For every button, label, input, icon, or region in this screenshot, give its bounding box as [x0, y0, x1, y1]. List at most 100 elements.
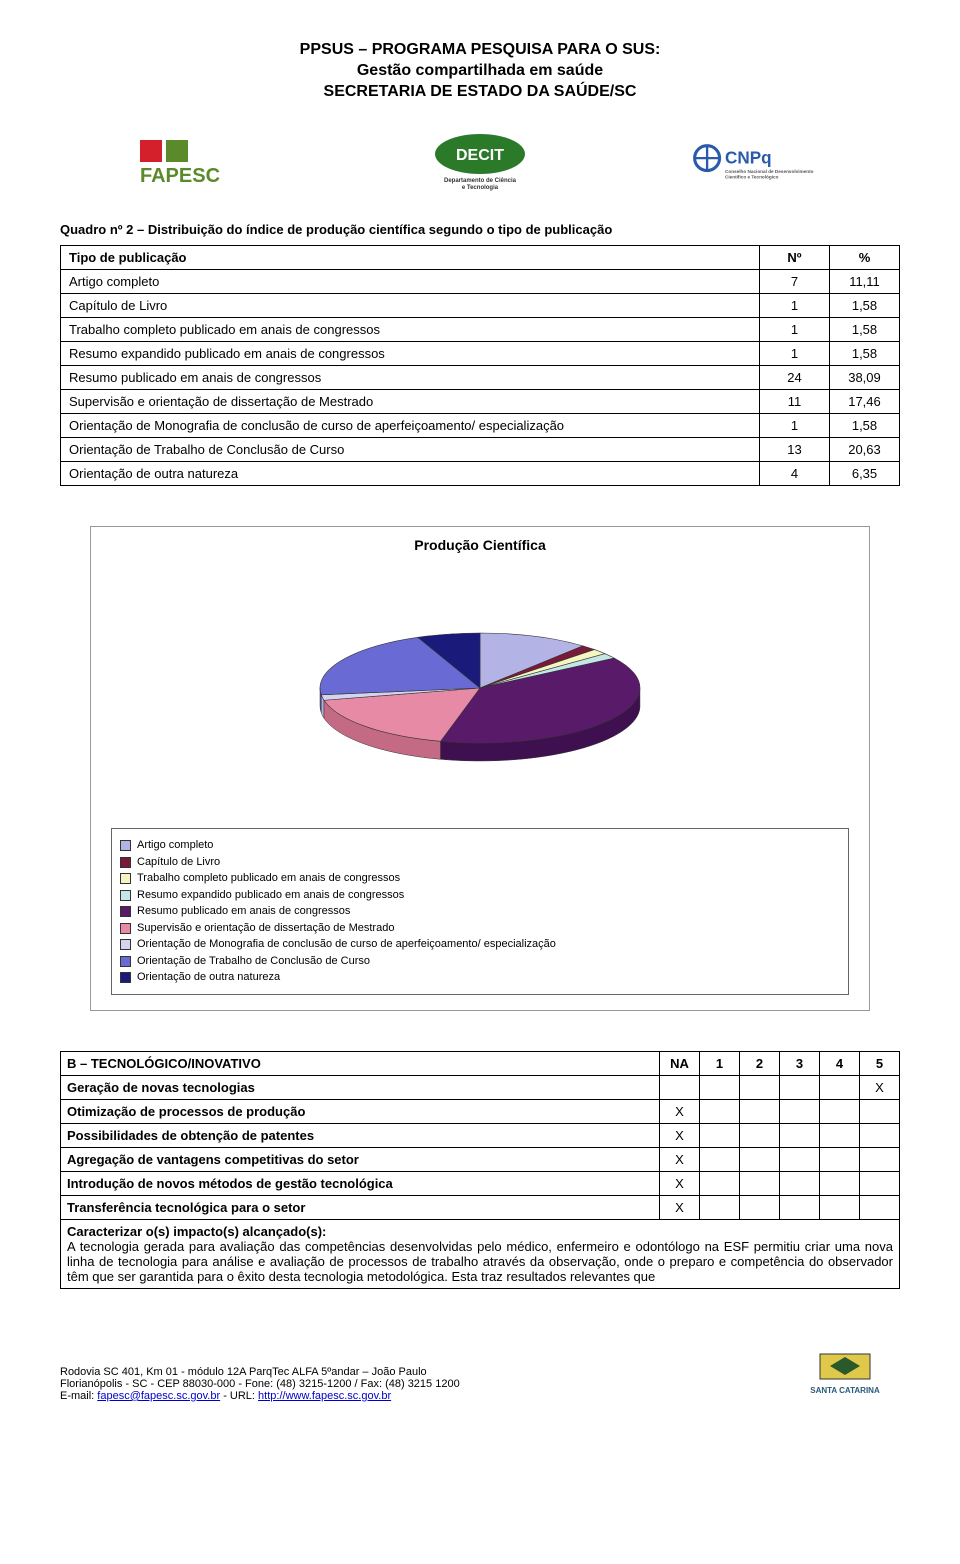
- impact-col-2: 2: [740, 1051, 780, 1075]
- footer-email-link[interactable]: fapesc@fapesc.sc.gov.br: [97, 1390, 220, 1402]
- header-line1: PPSUS – PROGRAMA PESQUISA PARA O SUS:: [60, 40, 900, 61]
- row-n: 7: [760, 270, 830, 294]
- impact-row-label: Geração de novas tecnologias: [61, 1075, 660, 1099]
- legend-item: Supervisão e orientação de dissertação d…: [120, 920, 840, 937]
- logo-cnpq: CNPq Conselho Nacional de Desenvolviment…: [690, 132, 830, 192]
- impact-row-label: Agregação de vantagens competitivas do s…: [61, 1147, 660, 1171]
- row-label: Resumo publicado em anais de congressos: [61, 366, 760, 390]
- impact-cell: [820, 1123, 860, 1147]
- legend-swatch: [120, 873, 131, 884]
- impact-col-3: 3: [780, 1051, 820, 1075]
- chart-legend: Artigo completoCapítulo de LivroTrabalho…: [111, 828, 849, 995]
- row-label: Supervisão e orientação de dissertação d…: [61, 390, 760, 414]
- impact-cell: [740, 1075, 780, 1099]
- footer-url-prefix: - URL:: [220, 1390, 258, 1402]
- impact-cell: [780, 1123, 820, 1147]
- impact-row-label: Possibilidades de obtenção de patentes: [61, 1123, 660, 1147]
- row-n: 13: [760, 438, 830, 462]
- row-pct: 20,63: [830, 438, 900, 462]
- impact-row-label: Transferência tecnológica para o setor: [61, 1195, 660, 1219]
- impact-cell: X: [660, 1147, 700, 1171]
- legend-swatch: [120, 956, 131, 967]
- row-n: 1: [760, 318, 830, 342]
- impact-characterize-label: Caracterizar o(s) impacto(s) alcançado(s…: [67, 1224, 326, 1239]
- table-row: Capítulo de Livro 1 1,58: [61, 294, 900, 318]
- svg-text:DECIT: DECIT: [456, 147, 504, 164]
- impact-col-1: 1: [700, 1051, 740, 1075]
- footer-email-prefix: E-mail:: [60, 1390, 97, 1402]
- impact-row: Transferência tecnológica para o setorX: [61, 1195, 900, 1219]
- impact-cell: X: [660, 1123, 700, 1147]
- impact-cell: [700, 1195, 740, 1219]
- header-line2: Gestão compartilhada em saúde: [60, 61, 900, 82]
- impact-cell: X: [660, 1099, 700, 1123]
- legend-swatch: [120, 840, 131, 851]
- quadro-title: Quadro nº 2 – Distribuição do índice de …: [60, 222, 900, 237]
- impact-row: Geração de novas tecnologias X: [61, 1075, 900, 1099]
- logos-row: FAPESC DECIT Departamento de Ciência e T…: [60, 132, 900, 192]
- legend-label: Resumo expandido publicado em anais de c…: [137, 887, 404, 904]
- th-tipo: Tipo de publicação: [61, 246, 760, 270]
- impact-cell: X: [860, 1075, 900, 1099]
- row-pct: 6,35: [830, 462, 900, 486]
- legend-label: Trabalho completo publicado em anais de …: [137, 870, 400, 887]
- impact-cell: [740, 1171, 780, 1195]
- svg-text:SANTA CATARINA: SANTA CATARINA: [810, 1386, 880, 1395]
- footer-url-link[interactable]: http://www.fapesc.sc.gov.br: [258, 1390, 391, 1402]
- legend-swatch: [120, 890, 131, 901]
- row-pct: 17,46: [830, 390, 900, 414]
- legend-swatch: [120, 857, 131, 868]
- header-title: PPSUS – PROGRAMA PESQUISA PARA O SUS: Ge…: [60, 40, 900, 102]
- impact-header: B – TECNOLÓGICO/INOVATIVO: [61, 1051, 660, 1075]
- table-row: Trabalho completo publicado em anais de …: [61, 318, 900, 342]
- table-row: Resumo expandido publicado em anais de c…: [61, 342, 900, 366]
- impact-cell: [780, 1075, 820, 1099]
- legend-item: Orientação de outra natureza: [120, 969, 840, 986]
- impact-cell: [740, 1147, 780, 1171]
- impact-cell: [820, 1075, 860, 1099]
- impact-cell: [780, 1147, 820, 1171]
- impact-cell: [700, 1147, 740, 1171]
- row-label: Orientação de outra natureza: [61, 462, 760, 486]
- footer-line1: Rodovia SC 401, Km 01 - módulo 12A ParqT…: [60, 1366, 460, 1378]
- row-label: Orientação de Trabalho de Conclusão de C…: [61, 438, 760, 462]
- footer-line2: Florianópolis - SC - CEP 88030-000 - Fon…: [60, 1378, 460, 1390]
- row-label: Capítulo de Livro: [61, 294, 760, 318]
- impact-cell: [780, 1195, 820, 1219]
- legend-label: Orientação de outra natureza: [137, 969, 280, 986]
- impact-cell: [820, 1171, 860, 1195]
- impact-cell: [660, 1075, 700, 1099]
- table-row: Orientação de Trabalho de Conclusão de C…: [61, 438, 900, 462]
- impact-cell: [780, 1099, 820, 1123]
- th-n: Nº: [760, 246, 830, 270]
- impact-cell: [700, 1123, 740, 1147]
- impact-cell: [740, 1123, 780, 1147]
- svg-text:Conselho Nacional de Desenvolv: Conselho Nacional de Desenvolvimento: [725, 169, 814, 174]
- legend-item: Resumo publicado em anais de congressos: [120, 903, 840, 920]
- footer-right-logo: SANTA CATARINA: [790, 1349, 900, 1402]
- impact-row: Otimização de processos de produçãoX: [61, 1099, 900, 1123]
- impact-row: Possibilidades de obtenção de patentesX: [61, 1123, 900, 1147]
- legend-swatch: [120, 923, 131, 934]
- table-row: Supervisão e orientação de dissertação d…: [61, 390, 900, 414]
- row-n: 11: [760, 390, 830, 414]
- svg-text:CNPq: CNPq: [725, 149, 772, 168]
- impact-cell: [860, 1123, 900, 1147]
- impact-cell: X: [660, 1195, 700, 1219]
- impact-row: Agregação de vantagens competitivas do s…: [61, 1147, 900, 1171]
- legend-item: Artigo completo: [120, 837, 840, 854]
- footer-line3: E-mail: fapesc@fapesc.sc.gov.br - URL: h…: [60, 1390, 460, 1402]
- impact-cell: [700, 1171, 740, 1195]
- legend-swatch: [120, 939, 131, 950]
- row-pct: 1,58: [830, 294, 900, 318]
- row-label: Trabalho completo publicado em anais de …: [61, 318, 760, 342]
- footer-address: Rodovia SC 401, Km 01 - módulo 12A ParqT…: [60, 1366, 460, 1402]
- table-row: Orientação de outra natureza 4 6,35: [61, 462, 900, 486]
- chart-title: Produção Científica: [111, 537, 849, 553]
- impact-table: B – TECNOLÓGICO/INOVATIVO NA 1 2 3 4 5 G…: [60, 1051, 900, 1289]
- impact-cell: [860, 1195, 900, 1219]
- legend-item: Capítulo de Livro: [120, 854, 840, 871]
- svg-text:FAPESC: FAPESC: [140, 165, 220, 187]
- publication-table: Tipo de publicação Nº % Artigo completo …: [60, 245, 900, 486]
- impact-col-4: 4: [820, 1051, 860, 1075]
